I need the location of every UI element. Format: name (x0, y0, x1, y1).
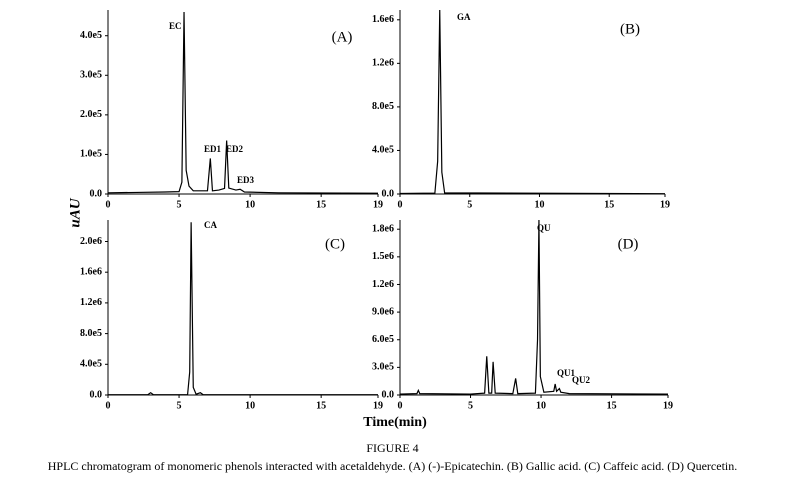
y-tick-label: 6.0e5 (372, 334, 394, 345)
y-tick-label: 1.2e6 (80, 297, 102, 308)
x-tick-label: 19 (373, 199, 383, 210)
peak-label: QU2 (572, 375, 591, 385)
x-tick-label: 15 (604, 199, 614, 210)
x-tick-label: 15 (316, 199, 326, 210)
y-tick-label: 4.0e5 (372, 145, 394, 156)
peak-label: EC (169, 21, 182, 31)
y-tick-label: 9.0e6 (372, 306, 394, 317)
y-tick-label: 8.0e5 (80, 328, 102, 339)
figure-label: FIGURE 4 (366, 441, 419, 455)
panel-title: (A) (332, 29, 353, 45)
x-tick-label: 0 (106, 400, 111, 411)
chart: Time(min) uAU 0.0 1.0e5 2.0e5 3.0e5 4.0e5 0 5 1… (67, 10, 673, 430)
y-tick-label: 1.2e6 (372, 279, 394, 290)
panel-title: (B) (620, 21, 640, 37)
y-tick-label: 3.0e5 (372, 362, 394, 373)
y-tick-label: 3.0e5 (80, 70, 102, 81)
peak-label: CA (204, 220, 217, 230)
x-axis-label: Time(min) (363, 415, 427, 430)
x-tick-label: 10 (245, 199, 255, 210)
x-tick-label: 5 (177, 199, 182, 210)
x-tick-label: 15 (607, 400, 617, 411)
peak-label: ED2 (226, 144, 244, 154)
x-tick-label: 0 (106, 199, 111, 210)
peak-label: QU1 (557, 368, 576, 378)
x-tick-label: 19 (373, 400, 383, 411)
y-tick-label: 1.6e6 (80, 266, 102, 277)
x-tick-label: 5 (177, 400, 182, 411)
y-tick-label: 2.0e6 (80, 236, 102, 247)
x-tick-label: 0 (398, 199, 403, 210)
y-tick-label: 0.0 (382, 188, 395, 199)
x-tick-label: 0 (398, 400, 403, 411)
chromatogram-line (400, 220, 668, 395)
y-tick-label: 1.8e6 (372, 224, 394, 235)
x-tick-label: 5 (467, 199, 472, 210)
panel-title: (D) (618, 236, 639, 252)
y-tick-label: 2.0e5 (80, 109, 102, 120)
x-tick-label: 15 (316, 400, 326, 411)
x-tick-label: 19 (663, 400, 673, 411)
y-tick-label: 1.2e6 (372, 58, 394, 69)
x-tick-label: 19 (660, 199, 670, 210)
y-tick-label: 0.0 (90, 188, 103, 199)
y-tick-label: 0.0 (90, 389, 103, 400)
peak-label: GA (457, 12, 471, 22)
chromatogram-line (108, 222, 378, 396)
x-tick-label: 5 (468, 400, 473, 411)
y-axis-label: uAU (67, 197, 83, 227)
caption: HPLC chromatogram of monomeric phenols i… (47, 459, 738, 473)
y-tick-label: 1.5e6 (372, 251, 394, 262)
peak-label: QU (537, 223, 551, 233)
y-tick-label: 8.0e5 (372, 101, 394, 112)
y-tick-label: 1.6e6 (372, 14, 394, 25)
chromatogram-line (108, 11, 378, 194)
panel-title: (C) (325, 236, 345, 252)
x-tick-label: 10 (536, 400, 546, 411)
chromatogram-line (400, 10, 665, 195)
y-tick-label: 4.0e5 (80, 30, 102, 41)
x-tick-label: 10 (245, 400, 255, 411)
peak-label: ED1 (204, 144, 222, 154)
x-tick-label: 10 (534, 199, 544, 210)
peak-label: ED3 (237, 175, 255, 185)
y-tick-label: 4.0e5 (80, 359, 102, 370)
y-tick-label: 0.0 (382, 389, 395, 400)
y-tick-label: 1.0e5 (80, 149, 102, 160)
